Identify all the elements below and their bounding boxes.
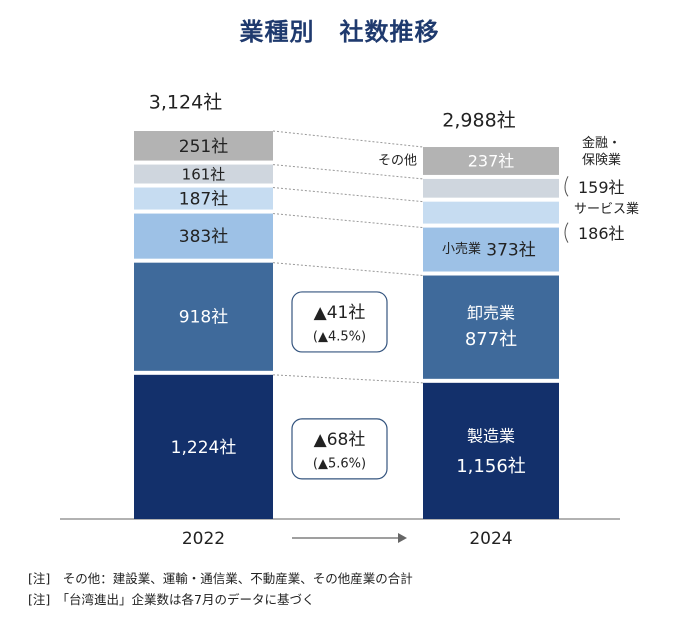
year-arrow-head <box>398 533 407 543</box>
bar-segment-2022-0 <box>134 374 273 519</box>
bar-segment-2022-2 <box>134 213 273 259</box>
data-label-2024-manufacturing: 1,156社 <box>456 456 526 477</box>
change-percent-0: (▲4.5%) <box>313 329 366 344</box>
connector-line-0 <box>272 374 424 384</box>
bar-segment-2024-0 <box>423 382 559 519</box>
total-label-2022: 3,124社 <box>149 92 222 114</box>
series-name-wholesale: 卸売業 <box>467 304 515 323</box>
x-tick-2022: 2022 <box>182 529 225 549</box>
data-label-2022-1: 918社 <box>179 308 228 328</box>
bar-segment-2024-2 <box>423 227 559 272</box>
data-label-2024-service: 186社 <box>578 224 625 243</box>
callout-bracket-service <box>564 222 569 243</box>
bar-segment-2024-3 <box>423 201 559 224</box>
bar-segment-2024-1 <box>423 275 559 379</box>
connector-line-1 <box>272 262 424 277</box>
bar-segment-2022-4 <box>134 164 273 184</box>
series-name-retail: 小売業 <box>442 241 481 257</box>
bar-segment-2024-4 <box>423 178 559 198</box>
footnote-other: [注] その他：建設業、運輸・通信業、不動産業、その他産業の合計 <box>28 571 413 586</box>
bar-segment-2022-1 <box>134 262 273 371</box>
data-label-2022-4: 161社 <box>182 166 226 184</box>
total-label-2024: 2,988社 <box>442 110 515 132</box>
bar-segment-2022-5 <box>134 131 273 161</box>
change-value-0: ▲41社 <box>314 303 366 323</box>
bar-segment-2022-3 <box>134 187 273 210</box>
bar-segment-2024-5 <box>423 147 559 175</box>
change-percent-1: (▲5.6%) <box>313 456 366 471</box>
series-name-manufacturing: 製造業 <box>467 426 515 445</box>
series-name-finance-line2: 保険業 <box>582 152 621 168</box>
data-label-2022-0: 1,224社 <box>171 438 237 458</box>
series-name-other: その他 <box>378 153 417 168</box>
footnote-data-basis: [注] 「台湾進出」企業数は各7月のデータに基づく <box>28 592 315 607</box>
data-label-2024-finance: 159社 <box>578 178 625 197</box>
change-box-0 <box>291 291 388 353</box>
series-name-finance-line1: 金融・ <box>582 135 621 151</box>
data-label-2024-retail: 373社 <box>486 241 535 261</box>
change-box-1 <box>291 418 388 480</box>
data-label-2022-2: 383社 <box>179 227 228 247</box>
callout-bracket-finance <box>564 176 569 197</box>
data-label-2024-other: 237社 <box>468 151 515 170</box>
series-name-service: サービス業 <box>574 201 639 217</box>
connector-line-4 <box>272 164 424 180</box>
connector-line-3 <box>272 187 424 203</box>
connector-line-2 <box>272 213 424 229</box>
connector-line-5 <box>272 130 424 148</box>
x-tick-2024: 2024 <box>469 529 512 549</box>
data-label-2022-5: 251社 <box>179 137 228 157</box>
data-label-2024-wholesale: 877社 <box>465 329 517 350</box>
data-label-2022-3: 187社 <box>179 190 228 210</box>
chart-title: 業種別 社数推移 <box>239 18 440 46</box>
change-value-1: ▲68社 <box>314 430 366 450</box>
